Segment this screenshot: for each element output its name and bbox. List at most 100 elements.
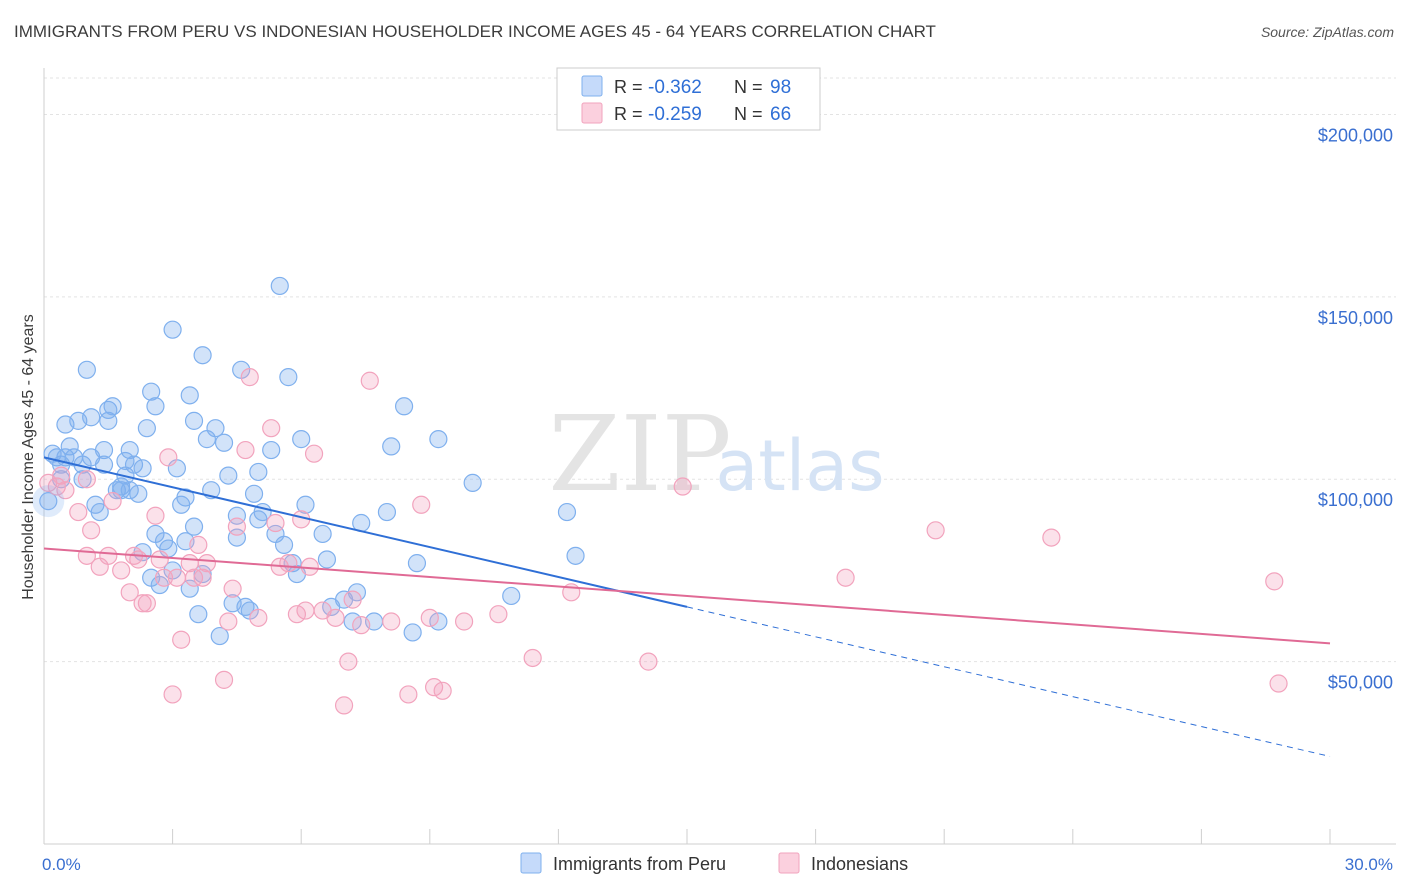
point-indonesians-16 bbox=[137, 594, 156, 613]
point-indonesians-11 bbox=[112, 561, 131, 580]
series-legend-label-peru: Immigrants from Peru bbox=[553, 854, 726, 874]
point-indonesians-55 bbox=[420, 608, 439, 627]
point-indonesians-62 bbox=[639, 652, 658, 671]
point-indonesians-67 bbox=[1265, 572, 1284, 591]
point-indonesians-63 bbox=[673, 477, 692, 496]
legend-r-label-indonesians: R = bbox=[614, 104, 643, 124]
point-peru-92 bbox=[429, 430, 448, 449]
point-indonesians-68 bbox=[1269, 674, 1288, 693]
stats-legend: R = -0.362 N = 98 R = -0.259 N = 66 bbox=[556, 67, 821, 131]
point-indonesians-33 bbox=[236, 440, 255, 460]
point-indonesians-30 bbox=[219, 612, 238, 631]
y-axis-label: Householder Income Ages 45 - 64 years bbox=[20, 314, 37, 600]
point-peru-12 bbox=[77, 360, 96, 379]
y-tick-label-0: $50,000 bbox=[1328, 673, 1393, 693]
point-peru-42 bbox=[163, 320, 182, 339]
point-indonesians-28 bbox=[197, 554, 216, 573]
y-tick-label-3: $200,000 bbox=[1318, 125, 1393, 145]
legend-r-label-peru: R = bbox=[614, 77, 643, 97]
legend-n-label-peru: N = bbox=[734, 77, 763, 97]
point-peru-52 bbox=[193, 346, 212, 365]
y-tick-labels: $50,000 $100,000 $150,000 $200,000 bbox=[1318, 125, 1393, 692]
point-indonesians-36 bbox=[262, 419, 281, 438]
point-peru-7 bbox=[60, 437, 79, 456]
series-legend-label-indonesians: Indonesians bbox=[811, 854, 908, 874]
point-peru-79 bbox=[313, 524, 332, 544]
point-peru-72 bbox=[270, 276, 289, 296]
point-indonesians-4 bbox=[69, 502, 88, 522]
point-indonesians-59 bbox=[489, 605, 508, 624]
point-peru-88 bbox=[382, 437, 401, 456]
series-legend: Immigrants from Peru Indonesians bbox=[520, 852, 908, 874]
point-indonesians-50 bbox=[352, 616, 371, 635]
point-indonesians-47 bbox=[334, 696, 354, 715]
point-peru-14 bbox=[82, 408, 101, 427]
trend-lines bbox=[43, 456, 1331, 757]
trend-line-peru-extrapolated bbox=[686, 606, 1331, 757]
point-indonesians-22 bbox=[167, 568, 186, 587]
point-indonesians-64 bbox=[836, 568, 855, 587]
series-legend-swatch-peru bbox=[520, 852, 542, 874]
point-peru-cluster bbox=[32, 485, 65, 518]
point-indonesians-52 bbox=[382, 612, 401, 631]
point-peru-51 bbox=[189, 605, 208, 624]
watermark-atlas: atlas bbox=[715, 425, 884, 507]
point-indonesians-9 bbox=[99, 546, 118, 565]
point-peru-97 bbox=[566, 546, 585, 565]
point-peru-91 bbox=[407, 554, 427, 573]
point-indonesians-57 bbox=[433, 681, 452, 700]
point-peru-90 bbox=[403, 623, 422, 642]
point-peru-74 bbox=[279, 368, 298, 387]
point-indonesians-27 bbox=[193, 568, 212, 587]
point-peru-47 bbox=[180, 579, 199, 598]
point-peru-80 bbox=[317, 550, 337, 569]
point-peru-57 bbox=[210, 626, 229, 646]
point-indonesians-39 bbox=[279, 554, 298, 573]
point-peru-21 bbox=[103, 397, 122, 416]
point-indonesians-51 bbox=[360, 371, 379, 390]
legend-r-value-indonesians: -0.259 bbox=[648, 104, 702, 125]
point-peru-48 bbox=[180, 386, 199, 405]
legend-n-label-indonesians: N = bbox=[734, 104, 763, 124]
point-peru-16 bbox=[90, 502, 109, 522]
point-peru-31 bbox=[133, 459, 152, 478]
x-tick-label-1: 30.0% bbox=[1345, 855, 1393, 874]
point-indonesians-32 bbox=[227, 517, 246, 536]
point-peru-33 bbox=[137, 419, 156, 438]
point-indonesians-37 bbox=[266, 513, 285, 533]
point-peru-30 bbox=[129, 484, 148, 503]
point-peru-96 bbox=[557, 502, 577, 522]
point-peru-27 bbox=[120, 440, 139, 460]
point-indonesians-21 bbox=[163, 685, 182, 704]
trend-line-indonesians bbox=[43, 547, 1331, 645]
point-indonesians-34 bbox=[240, 368, 259, 387]
point-peru-67 bbox=[249, 462, 268, 482]
point-peru-18 bbox=[94, 455, 114, 474]
legend-swatch-indonesians bbox=[581, 102, 603, 124]
point-peru-35 bbox=[142, 382, 161, 401]
point-peru-56 bbox=[206, 419, 225, 438]
point-indonesians-46 bbox=[326, 608, 345, 627]
point-peru-94 bbox=[463, 473, 482, 492]
point-indonesians-18 bbox=[150, 550, 169, 569]
point-peru-78 bbox=[296, 495, 315, 514]
legend-r-value-peru: -0.362 bbox=[648, 77, 702, 98]
point-indonesians-60 bbox=[523, 648, 542, 668]
point-peru-11 bbox=[73, 470, 92, 489]
point-peru-45 bbox=[176, 488, 195, 507]
point-peru-49 bbox=[184, 517, 204, 536]
source-label: Source: ZipAtlas.com bbox=[1260, 24, 1394, 40]
scatter-points bbox=[32, 276, 1288, 715]
point-indonesians-65 bbox=[926, 521, 945, 540]
point-indonesians-42 bbox=[296, 601, 315, 620]
point-peru-58 bbox=[214, 433, 234, 452]
point-indonesians-12 bbox=[120, 583, 139, 602]
watermark-zip: ZIP bbox=[548, 393, 731, 515]
point-indonesians-44 bbox=[304, 444, 324, 463]
point-peru-95 bbox=[502, 586, 521, 606]
x-tick-label-0: 0.0% bbox=[42, 855, 81, 874]
point-indonesians-53 bbox=[399, 685, 418, 704]
point-indonesians-26 bbox=[189, 535, 208, 554]
point-peru-36 bbox=[146, 397, 165, 416]
legend-n-value-peru: 98 bbox=[770, 77, 791, 98]
